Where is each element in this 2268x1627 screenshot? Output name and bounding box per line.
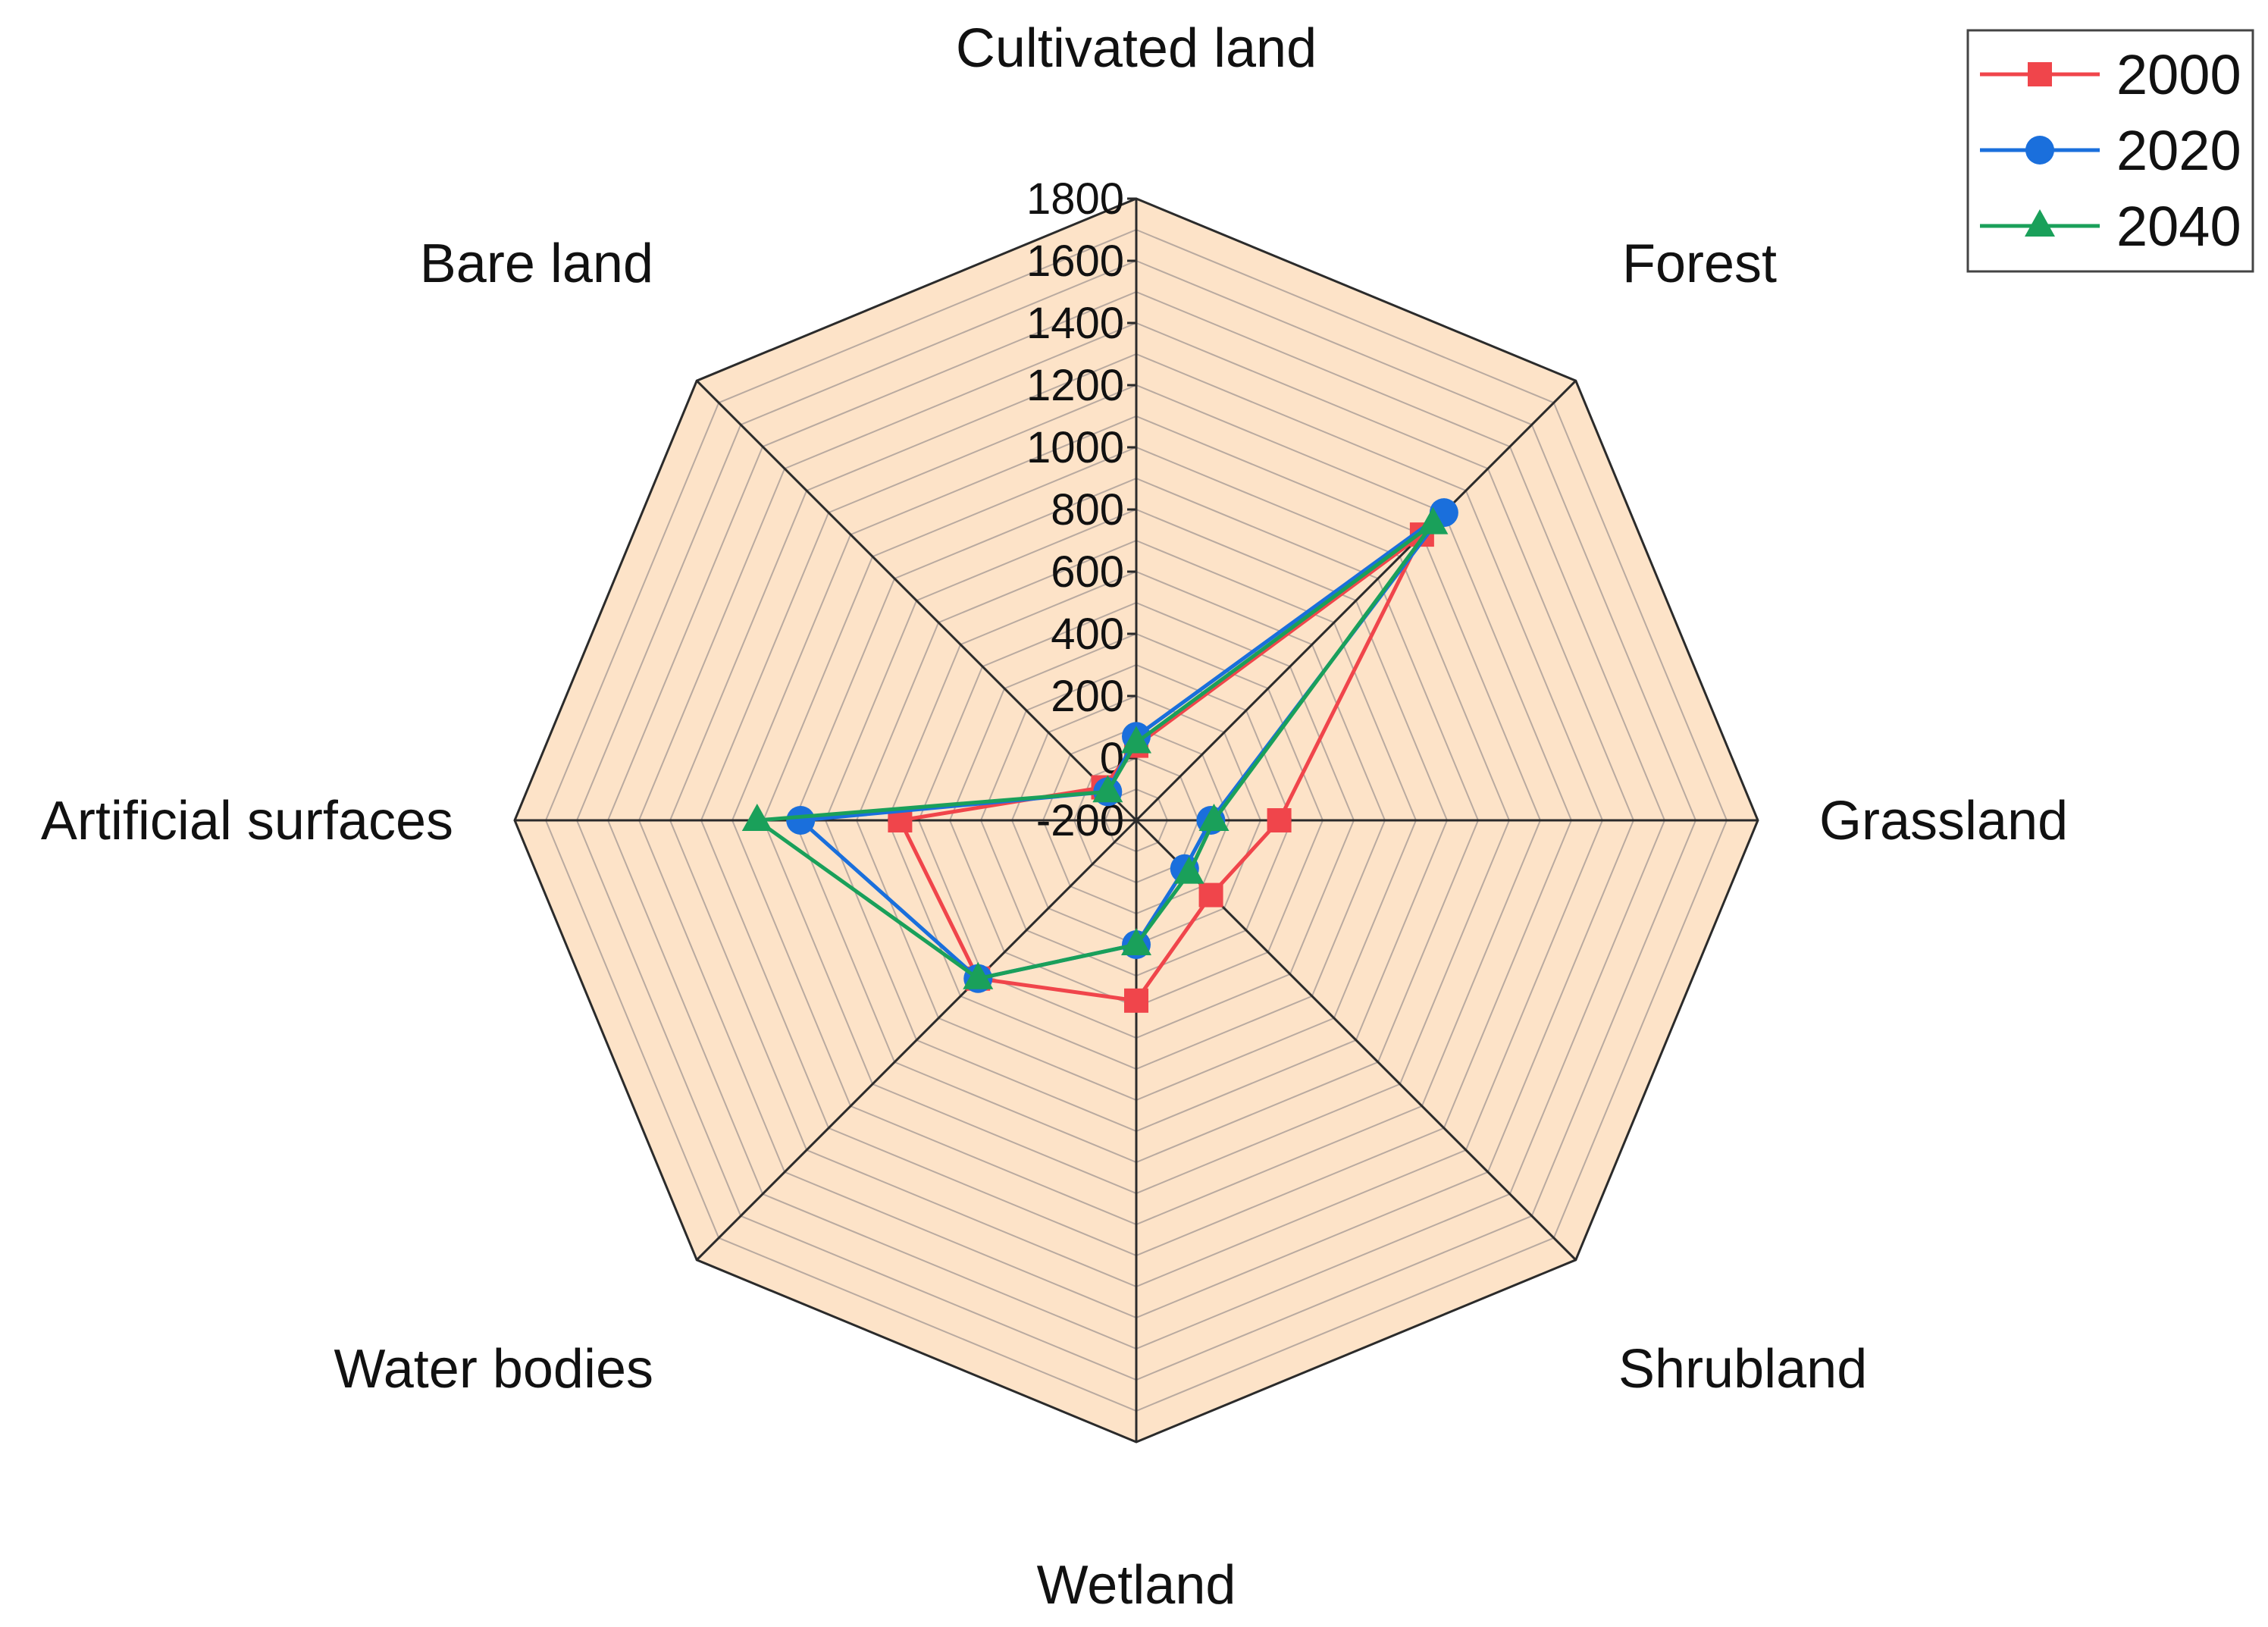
data-point (963, 961, 994, 989)
category-label: Shrubland (1618, 1339, 1867, 1400)
tick-label: 600 (1051, 547, 1124, 597)
data-point (1121, 726, 1151, 754)
category-label: Forest (1622, 234, 1777, 294)
legend-label: 2000 (2116, 43, 2241, 106)
legend: 2000 2020 2040 (1966, 29, 2254, 273)
data-point (1121, 928, 1151, 955)
series-2040 (741, 506, 1449, 989)
legend-label: 2040 (2116, 195, 2241, 258)
data-series (741, 498, 1458, 1013)
tick-label: 200 (1051, 672, 1124, 721)
spoke-axis (696, 380, 1138, 822)
tick-label: 1600 (1026, 237, 1124, 286)
legend-entry: 2000 (1980, 43, 2241, 106)
data-point (1198, 882, 1223, 908)
data-point (1124, 988, 1148, 1013)
legend-marker (2028, 62, 2052, 86)
tick-label: 800 (1051, 485, 1124, 534)
category-label: Bare land (420, 234, 653, 294)
legend-entry: 2040 (1980, 195, 2241, 258)
category-labels: Cultivated land Forest Grassland Shrubland W… (41, 18, 2068, 1616)
spoke-axis (696, 819, 1138, 1261)
spoke-axis (1135, 380, 1577, 822)
tick-label: 1800 (1026, 174, 1124, 224)
category-label: Wetland (1037, 1555, 1236, 1616)
category-label: Water bodies (334, 1339, 653, 1400)
data-point (1092, 775, 1123, 803)
category-label: Grassland (1819, 791, 2068, 851)
category-label: Cultivated land (956, 18, 1317, 79)
data-point (1418, 506, 1449, 534)
tick-label: 1200 (1026, 361, 1124, 410)
category-label: Artificial surfaces (41, 791, 453, 851)
data-point (1198, 804, 1230, 831)
data-point (741, 804, 772, 831)
legend-entry: 2020 (1980, 119, 2241, 182)
legend-label: 2020 (2116, 119, 2241, 182)
data-point (1267, 808, 1292, 832)
tick-label: 1000 (1026, 423, 1124, 472)
legend-marker (2025, 209, 2055, 237)
tick-label: 400 (1051, 610, 1124, 659)
tick-label: 1400 (1026, 299, 1124, 348)
data-point (786, 806, 816, 835)
data-point (1173, 856, 1204, 884)
legend-marker (2025, 136, 2054, 165)
